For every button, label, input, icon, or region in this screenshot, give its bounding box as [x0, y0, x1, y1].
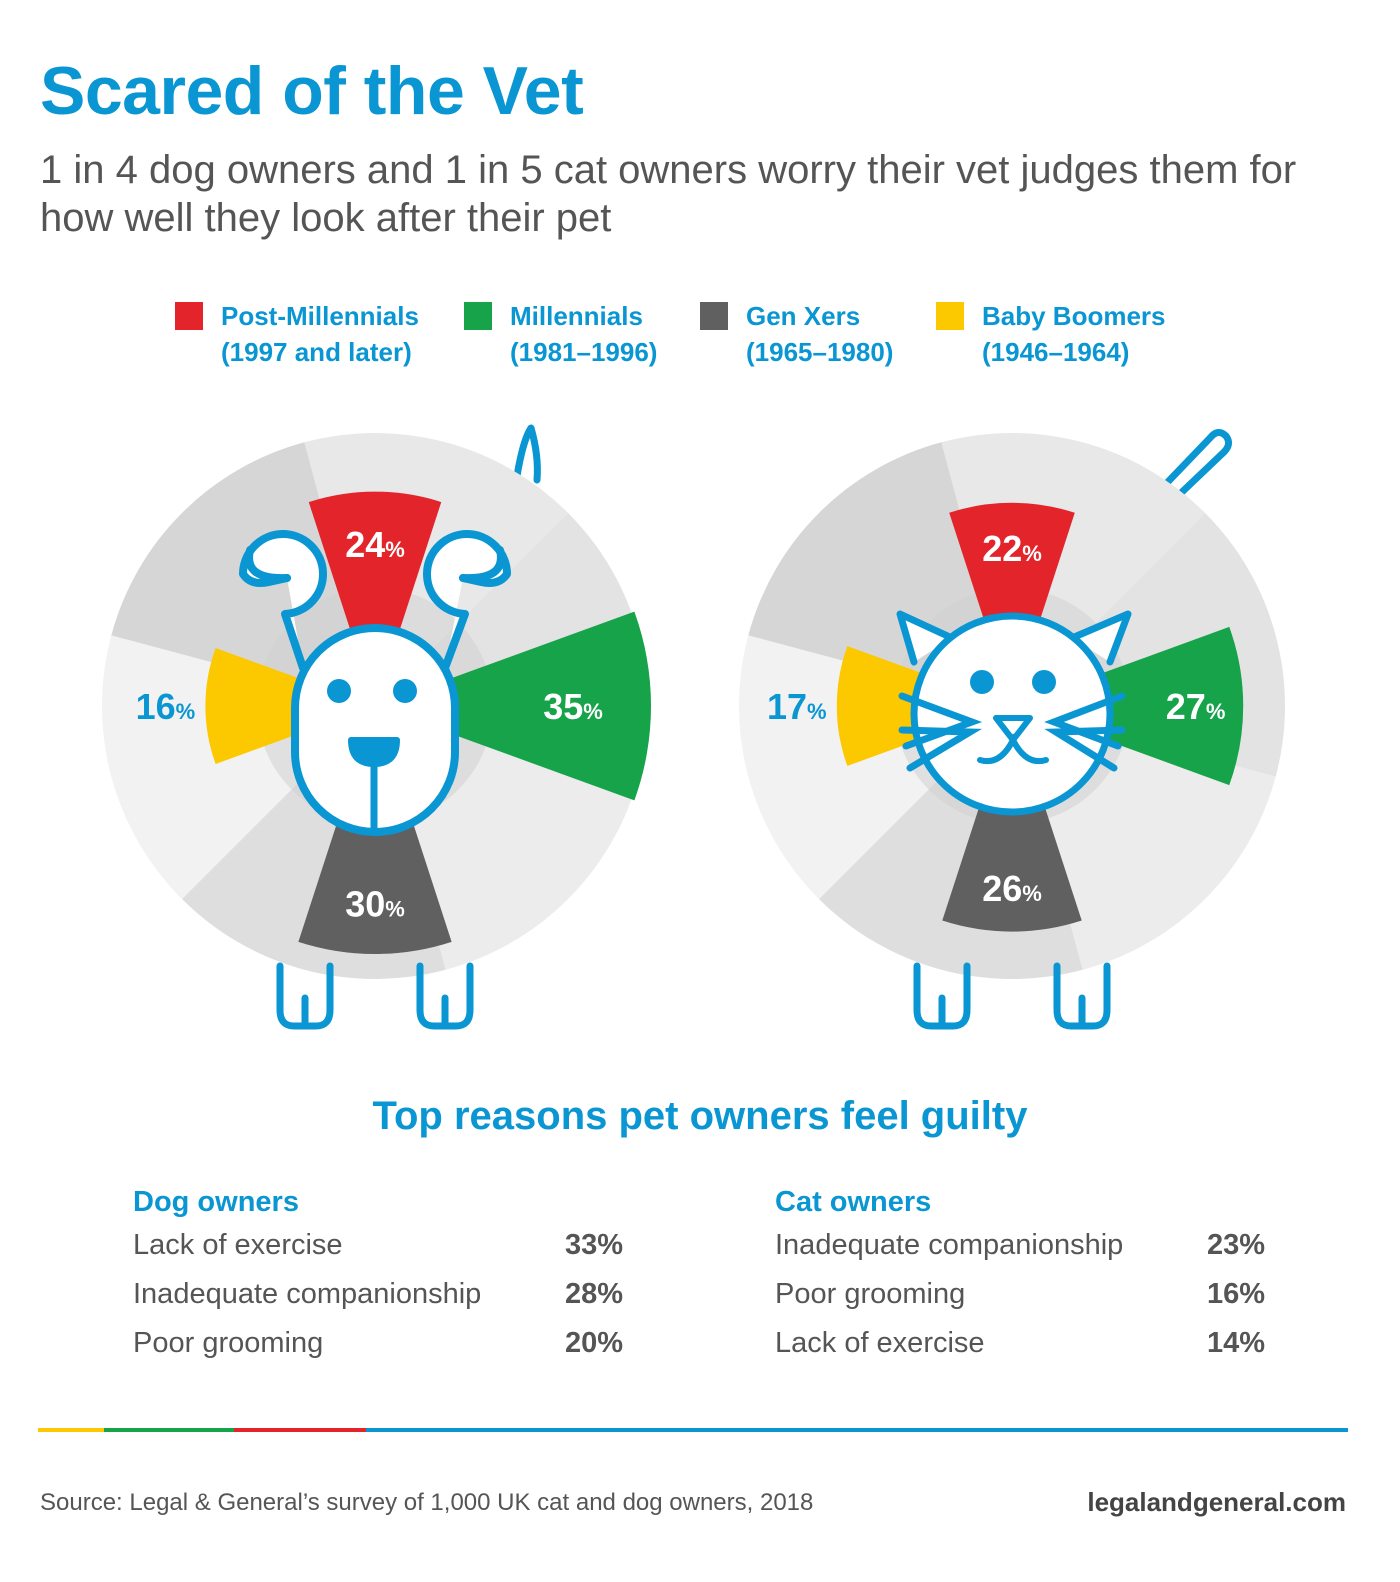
reason-label: Poor grooming [133, 1327, 324, 1359]
dog-chart: 24%35%30%16% [101, 424, 651, 1030]
dog-segment-baby-boomers [205, 647, 300, 765]
reason-label: Inadequate companionship [775, 1229, 1124, 1261]
cat-value-label-baby-boomers: 17% [767, 686, 827, 727]
dog-tail-icon [513, 424, 541, 484]
reason-label: Lack of exercise [133, 1229, 343, 1261]
cat-whiskers-icon [898, 692, 1126, 772]
legend-range-baby-boomers: (1946–1964) [982, 337, 1130, 367]
reason-value: 28% [564, 1278, 623, 1310]
legend-swatch-gen-xers [700, 302, 728, 330]
cat-face-icon [896, 610, 1132, 816]
page-title: Scared of the Vet [40, 53, 584, 129]
cat-chart: 22%27%26%17% [738, 429, 1285, 1030]
reason-value: 23% [1206, 1229, 1265, 1261]
dog-value-unit: % [385, 537, 405, 562]
cat-segment-gen-xers [942, 782, 1082, 932]
cat-tail-icon [1158, 429, 1233, 496]
footer-divider [38, 1428, 1348, 1432]
dog-value-number: 35 [543, 686, 583, 727]
cat-legs-icon [913, 962, 1111, 1030]
cat-value-number: 27 [1166, 686, 1206, 727]
page-subtitle: 1 in 4 dog owners and 1 in 5 cat owners … [40, 148, 1297, 240]
dog-value-label-gen-xers: 30% [345, 884, 405, 925]
list-item: Poor grooming 20% [133, 1327, 623, 1376]
legend-name-post-millennials: Post-Millennials [221, 301, 419, 331]
cat-eye-icon [970, 670, 994, 694]
legend-name-gen-xers: Gen Xers [746, 301, 861, 331]
reason-value: 14% [1206, 1327, 1265, 1359]
cat-value-number: 22 [982, 528, 1022, 569]
cat-mouth-icon [977, 733, 1049, 764]
source-note: Source: Legal & General’s survey of 1,00… [40, 1489, 814, 1516]
legend-swatch-baby-boomers [936, 302, 964, 330]
dog-mouth-icon [348, 737, 400, 767]
dog-value-label-millennials: 35% [543, 686, 603, 727]
dog-value-unit: % [583, 699, 603, 724]
list-item: Lack of exercise 14% [775, 1327, 1265, 1376]
dog-value-number: 24 [345, 524, 385, 565]
list-item: Lack of exercise 33% [133, 1229, 623, 1278]
cat-eye-icon [1032, 670, 1056, 694]
cat-value-label-gen-xers: 26% [982, 868, 1042, 909]
legend-swatch-post-millennials [175, 302, 203, 330]
legend-swatch-millennials [464, 302, 492, 330]
dog-reasons: Dog owners Lack of exercise 33% Inadequa… [133, 1186, 623, 1376]
legend-name-baby-boomers: Baby Boomers [982, 301, 1166, 331]
legend-name-millennials: Millennials [510, 301, 643, 331]
site-link[interactable]: legalandgeneral.com [1087, 1487, 1346, 1517]
dog-eye-icon [393, 679, 417, 703]
list-item: Inadequate companionship 23% [775, 1229, 1265, 1278]
dog-legs-icon [276, 962, 474, 1030]
dog-value-number: 30 [345, 884, 385, 925]
cat-value-label-millennials: 27% [1166, 686, 1226, 727]
reason-value: 16% [1206, 1278, 1265, 1310]
list-item: Poor grooming 16% [775, 1278, 1265, 1327]
cat-value-unit: % [1022, 541, 1042, 566]
legend-range-post-millennials: (1997 and later) [221, 337, 412, 367]
reasons-title: Top reasons pet owners feel guilty [372, 1094, 1028, 1138]
dog-value-number: 16 [136, 686, 176, 727]
legend-range-gen-xers: (1965–1980) [746, 337, 894, 367]
list-item: Inadequate companionship 28% [133, 1278, 623, 1327]
dog-face-icon [239, 530, 511, 836]
dog-reasons-heading: Dog owners [133, 1186, 299, 1218]
dog-value-unit: % [176, 699, 196, 724]
dog-value-unit: % [385, 897, 405, 922]
cat-reasons-heading: Cat owners [775, 1186, 932, 1218]
dog-eye-icon [327, 679, 351, 703]
reason-value: 20% [564, 1327, 623, 1359]
divider-segment [38, 1428, 104, 1432]
legend-range-millennials: (1981–1996) [510, 337, 658, 367]
cat-value-unit: % [1206, 699, 1226, 724]
divider-segment [104, 1428, 234, 1432]
cat-value-number: 26 [982, 868, 1022, 909]
divider-segment [366, 1428, 1348, 1432]
cat-segment-baby-boomers [836, 646, 937, 766]
reason-label: Lack of exercise [775, 1327, 985, 1359]
dog-value-label-post-millennials: 24% [345, 524, 405, 565]
reason-value: 33% [564, 1229, 623, 1261]
dog-segment-post-millennials [308, 491, 442, 630]
dog-value-label-baby-boomers: 16% [136, 686, 196, 727]
cat-reasons: Cat owners Inadequate companionship 23% … [775, 1186, 1265, 1376]
cat-nose-icon [993, 715, 1033, 743]
reason-label: Poor grooming [775, 1278, 966, 1310]
divider-segment [234, 1428, 366, 1432]
cat-segment-millennials [1087, 626, 1244, 786]
cat-value-number: 17 [767, 686, 807, 727]
reason-label: Inadequate companionship [133, 1278, 482, 1310]
cat-value-unit: % [807, 699, 827, 724]
dog-segment-millennials [450, 611, 651, 801]
cat-segment-post-millennials [949, 502, 1075, 630]
cat-value-label-post-millennials: 22% [982, 528, 1042, 569]
cat-value-unit: % [1022, 881, 1042, 906]
